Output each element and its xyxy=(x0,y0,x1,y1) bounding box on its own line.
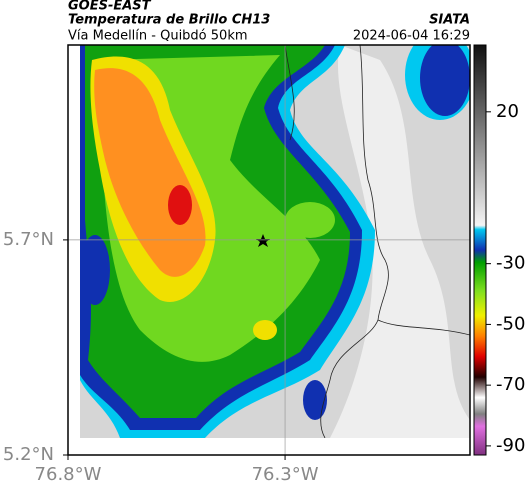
x-tick-label: 76.3°W xyxy=(252,464,319,485)
datetime-label: 2024-06-04 16:29 xyxy=(353,29,470,44)
y-tick-label: 5.2°N xyxy=(3,444,54,465)
cloud-top xyxy=(420,45,470,116)
cloud-edge xyxy=(80,235,110,305)
border-line xyxy=(377,319,470,336)
colorbar-tick-label: -30 xyxy=(496,253,525,274)
border-line xyxy=(320,45,389,438)
colorbar-tick-label: -50 xyxy=(496,313,525,334)
source-label: SIATA xyxy=(429,13,470,28)
very-cold-cloud xyxy=(253,320,277,340)
very-cold-cloud xyxy=(94,68,206,277)
coldest-cloud xyxy=(168,185,192,225)
map-frame xyxy=(67,44,471,456)
cloud-edge xyxy=(303,380,327,420)
y-tick-label: 5.7°N xyxy=(3,229,54,250)
location-marker xyxy=(256,234,270,247)
colorbar-tick-label: 20 xyxy=(496,101,519,122)
border-line xyxy=(284,45,295,141)
colorbar xyxy=(473,44,487,456)
satellite-name: GOES-EAST xyxy=(68,0,152,14)
cold-cloud xyxy=(285,202,335,238)
region-label: Vía Medellín - Quibdó 50km xyxy=(68,29,248,44)
colorbar-tick-label: -70 xyxy=(496,374,525,395)
x-tick-label: 76.8°W xyxy=(35,464,102,485)
colorbar-tick-label: -90 xyxy=(496,435,525,456)
product-title: Temperatura de Brillo CH13 xyxy=(68,13,270,28)
clear-area xyxy=(330,45,470,438)
satellite-image xyxy=(80,45,470,438)
